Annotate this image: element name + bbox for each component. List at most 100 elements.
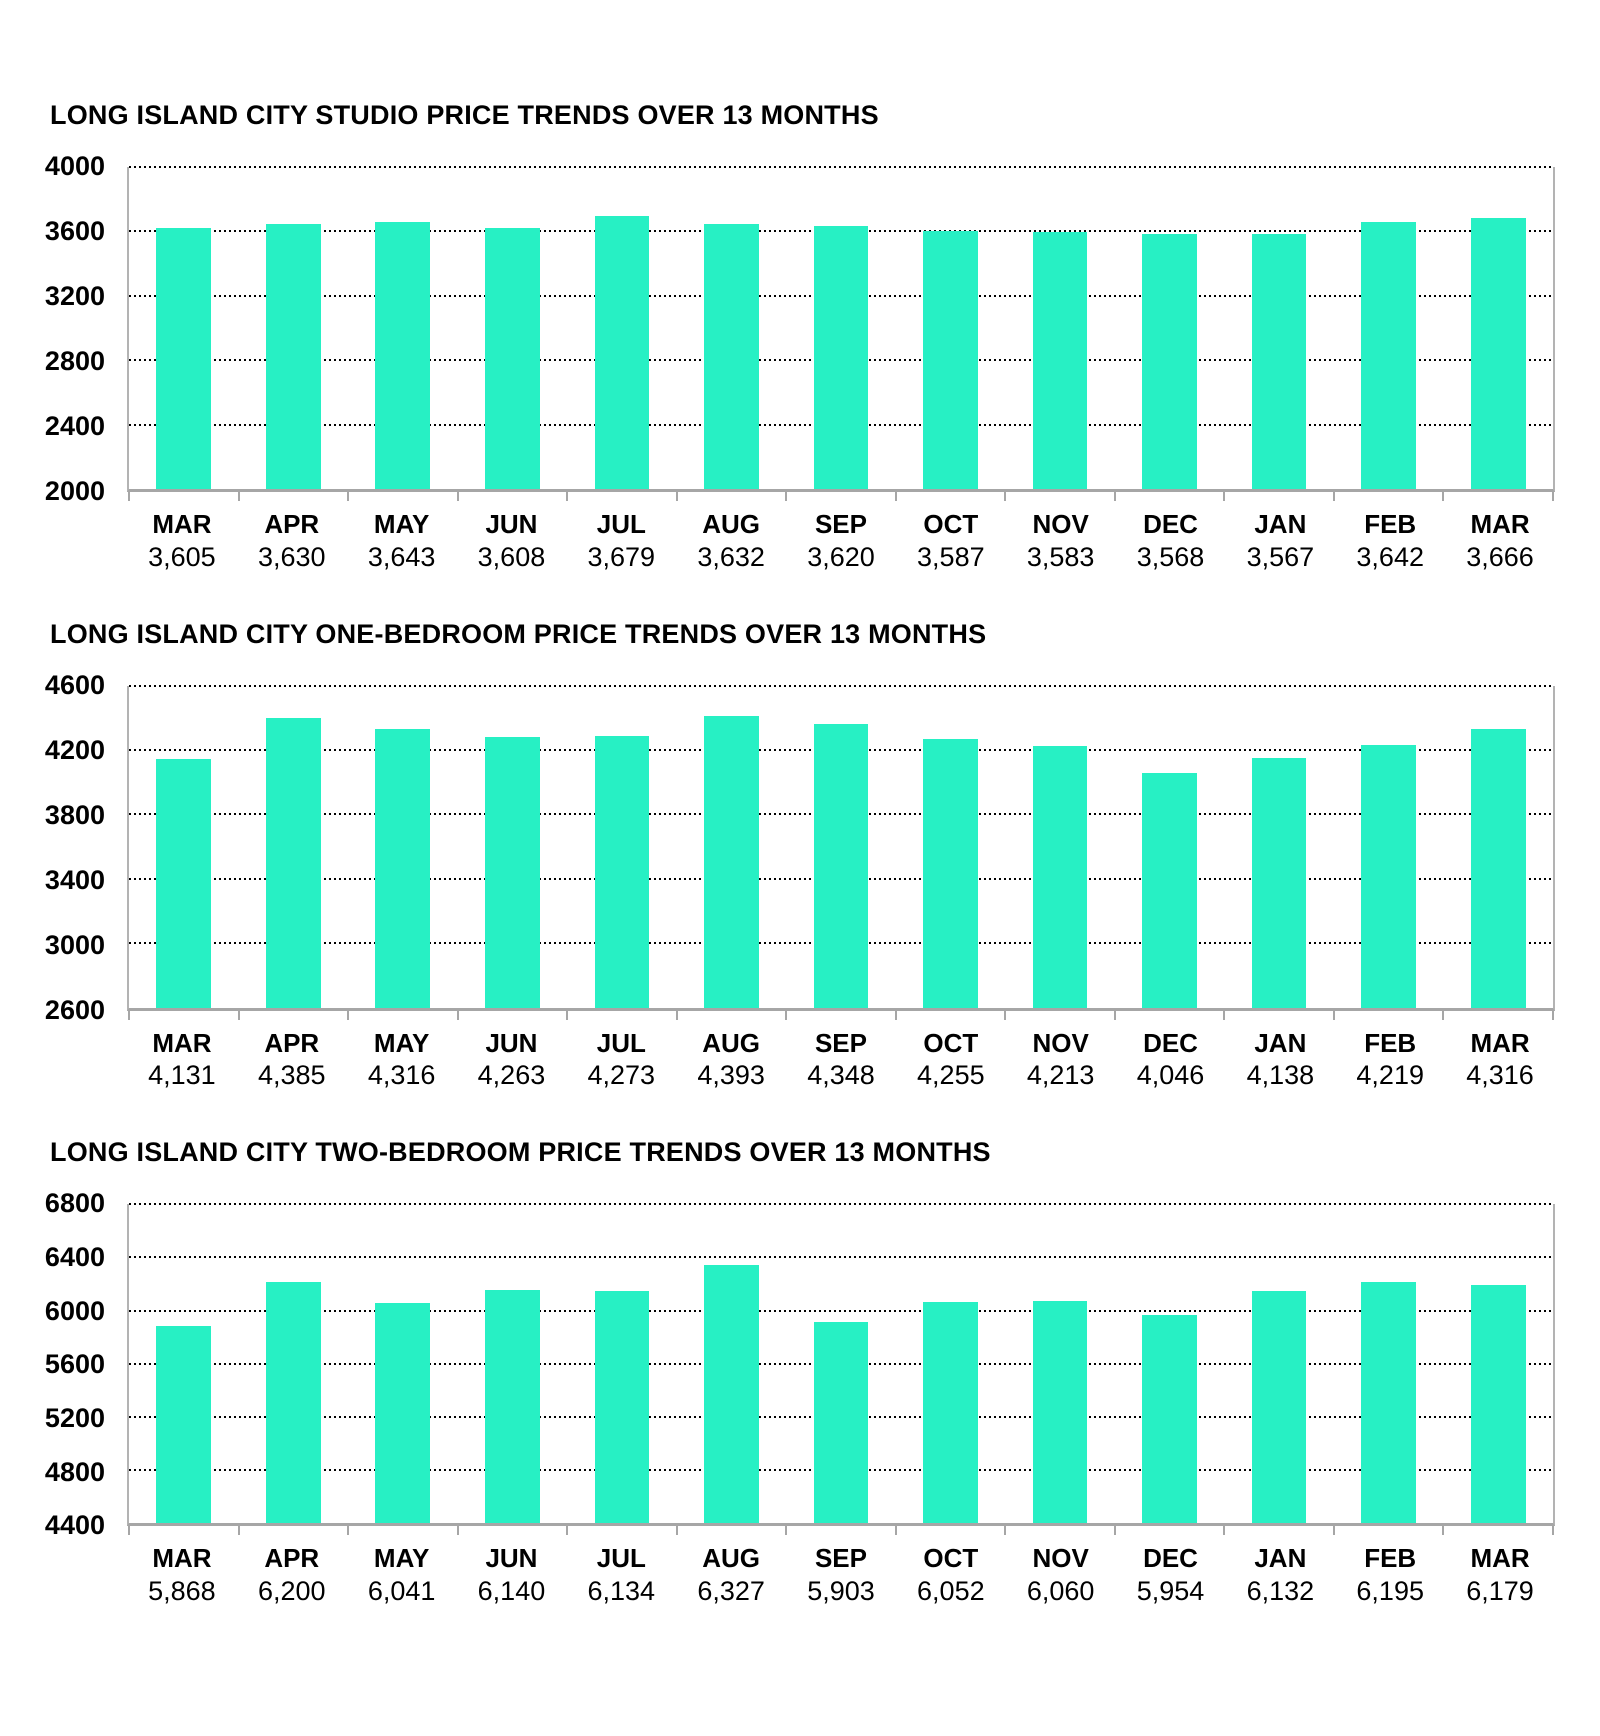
x-axis-category: MAR 5,868	[127, 1544, 237, 1607]
x-axis-tick	[456, 1010, 459, 1020]
x-axis-value-label: 6,041	[367, 1575, 436, 1606]
bar-slot	[239, 224, 349, 489]
gridline	[129, 684, 1553, 687]
x-axis-tick	[1113, 492, 1116, 501]
x-axis-tick	[1332, 1010, 1335, 1020]
bar-slot	[567, 1290, 677, 1524]
x-axis-month-label: MAY	[373, 1027, 430, 1058]
x-axis-tick	[1552, 1010, 1554, 1020]
bar-group	[129, 1204, 1553, 1524]
chart-body: 6800 6400 6000 5600 5200 4800 4400 MAR 5,868 APR…	[30, 1190, 1555, 1607]
gridline	[129, 166, 1553, 168]
x-axis-category: MAR 3,666	[1445, 510, 1555, 573]
x-axis-tick	[456, 1526, 459, 1536]
bar-slot	[239, 1281, 349, 1524]
bar-slot	[348, 222, 458, 489]
bar-slot	[896, 738, 1006, 1008]
x-axis-tick	[1442, 492, 1445, 501]
bar-slot	[1115, 234, 1225, 489]
bar-slot	[1224, 757, 1334, 1008]
chart-2: LONG ISLAND CITY ONE-BEDROOM PRICE TREND…	[30, 619, 1555, 1092]
bar-nov	[1032, 1300, 1088, 1524]
bar-slot	[1005, 1300, 1115, 1524]
bar-slot	[786, 225, 896, 489]
x-axis-category: JUN 4,263	[457, 1029, 567, 1092]
x-axis-value-label: 6,179	[1466, 1575, 1534, 1606]
bar-slot	[129, 758, 239, 1008]
y-axis-label: 4600	[44, 669, 105, 700]
y-axis-label: 2600	[44, 994, 105, 1025]
chart-title: LONG ISLAND CITY TWO-BEDROOM PRICE TREND…	[50, 1137, 991, 1168]
x-axis-month-label: MAR	[1470, 1543, 1530, 1574]
x-axis-tick	[894, 492, 897, 501]
x-axis-tick	[1223, 1526, 1226, 1536]
x-axis-category: MAY 3,643	[347, 510, 457, 573]
bar-feb	[1361, 1282, 1416, 1524]
x-axis-value-label: 4,263	[477, 1060, 546, 1091]
chart-3: LONG ISLAND CITY TWO-BEDROOM PRICE TREND…	[30, 1137, 1555, 1607]
bar-slot	[677, 1264, 787, 1524]
x-axis-month-label: FEB	[1364, 1543, 1417, 1574]
bar-mar	[1470, 1284, 1526, 1524]
x-axis-category: DEC 4,046	[1116, 1029, 1226, 1092]
x-axis-tick	[1332, 492, 1335, 501]
x-axis-value-label: 3,567	[1246, 541, 1315, 572]
x-axis-month-label: FEB	[1364, 1027, 1417, 1058]
x-axis-tick	[1223, 1010, 1226, 1020]
bar-slot	[1334, 1282, 1444, 1524]
x-axis-tick	[675, 1526, 678, 1536]
y-axis-label: 3600	[44, 215, 105, 246]
bar-jan	[1251, 1290, 1307, 1524]
x-axis-month-label: MAR	[152, 1027, 212, 1058]
x-axis-value-label: 3,620	[807, 541, 875, 572]
x-axis-category: MAR 4,316	[1445, 1029, 1555, 1092]
x-axis-value-label: 3,643	[367, 541, 436, 572]
x-axis-tick	[347, 1010, 350, 1020]
x-axis-month-label: OCT	[923, 1543, 979, 1574]
x-axis-value-label: 3,679	[587, 541, 656, 572]
x-axis-category: OCT 6,052	[896, 1544, 1006, 1607]
x-axis-category: DEC 5,954	[1116, 1544, 1226, 1607]
bar-dec	[1142, 234, 1197, 489]
bar-group	[129, 686, 1553, 1008]
x-axis-tick	[1552, 1526, 1554, 1536]
x-axis-tick	[1223, 492, 1226, 501]
x-axis-tick	[1004, 492, 1007, 501]
y-axis-label: 4400	[44, 1510, 105, 1541]
x-axis-month-label: DEC	[1143, 509, 1198, 539]
x-axis-category: AUG 4,393	[676, 1029, 786, 1092]
y-axis: 4000 3600 3200 2800 2400 2000	[30, 152, 127, 504]
bar-slot	[1443, 218, 1553, 489]
bar-apr	[265, 224, 321, 489]
x-axis-category: FEB 6,195	[1335, 1544, 1445, 1607]
x-axis-value-label: 4,348	[807, 1060, 875, 1091]
x-axis-category: AUG 3,632	[676, 510, 786, 573]
bar-slot	[1224, 1290, 1334, 1524]
x-axis-month-label: AUG	[702, 509, 761, 539]
chart-title: LONG ISLAND CITY ONE-BEDROOM PRICE TREND…	[50, 618, 987, 649]
y-axis-label: 4200	[44, 734, 105, 765]
bar-slot	[567, 735, 677, 1008]
x-axis-tick	[456, 492, 459, 501]
y-axis-label: 6400	[44, 1241, 105, 1272]
x-axis-month-label: SEP	[814, 509, 867, 539]
x-axis-tick	[1004, 1526, 1007, 1536]
bar-slot	[1224, 234, 1334, 489]
bar-slot	[1443, 728, 1553, 1008]
bar-sep	[813, 225, 869, 489]
x-axis-category: SEP 3,620	[786, 510, 896, 573]
x-axis-month-label: NOV	[1032, 509, 1089, 539]
bar-may	[375, 728, 431, 1008]
x-axis-category: SEP 4,348	[786, 1029, 896, 1092]
y-axis-label: 3400	[44, 864, 105, 895]
bar-slot	[1443, 1284, 1553, 1524]
x-axis-month-label: JUN	[485, 1027, 538, 1058]
bar-mar	[1470, 218, 1526, 489]
bar-slot	[677, 223, 787, 489]
x-axis-labels: MAR 4,131 APR 4,385 MAY 4,316 JUN 4,263 JUL 4,273…	[127, 1011, 1555, 1092]
bar-slot	[896, 1301, 1006, 1524]
x-axis-category: APR 4,385	[237, 1029, 347, 1092]
bar-dec	[1142, 1314, 1197, 1524]
x-axis-category: MAY 6,041	[347, 1544, 457, 1607]
x-axis-tick	[675, 1010, 678, 1020]
